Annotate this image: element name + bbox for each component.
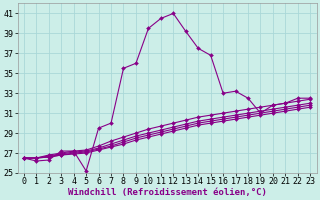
- X-axis label: Windchill (Refroidissement éolien,°C): Windchill (Refroidissement éolien,°C): [68, 188, 267, 197]
